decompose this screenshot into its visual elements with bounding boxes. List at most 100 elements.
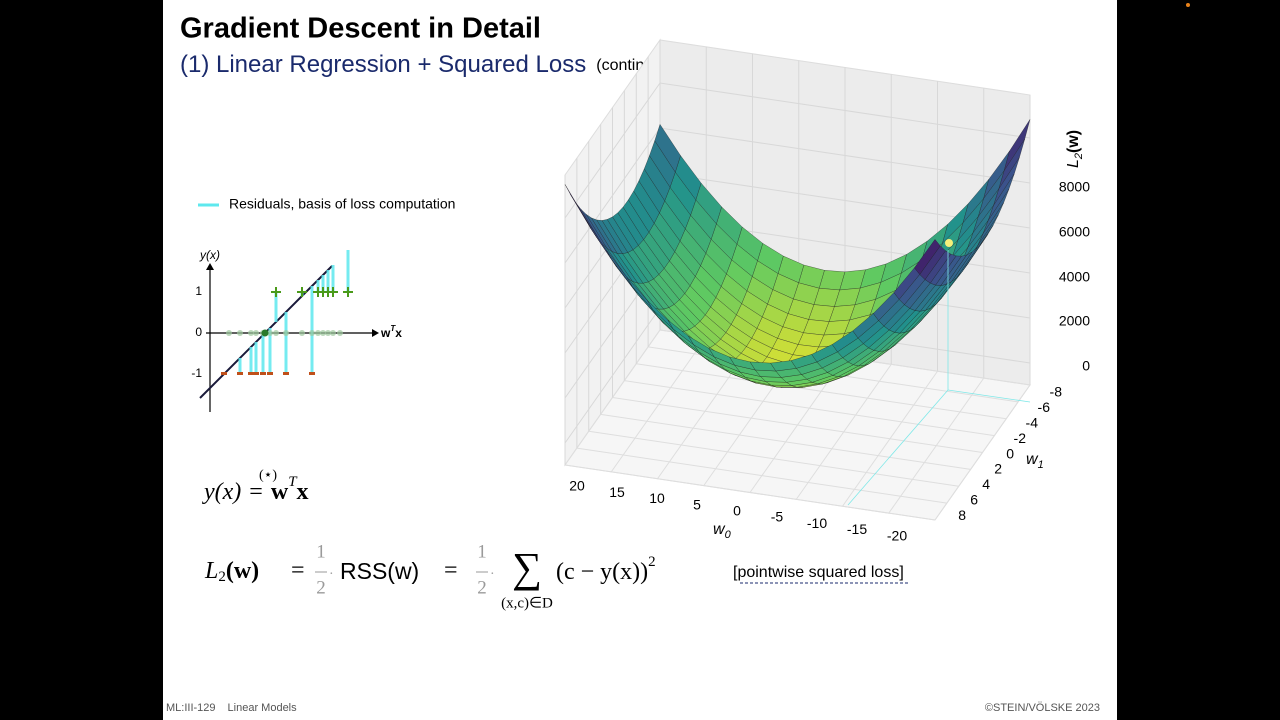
negative-point [267,372,273,375]
footer-section: Linear Models [228,702,298,714]
z-label-base: L [1065,159,1082,168]
frac-den: 2 [477,577,487,598]
w0-label: w0 [713,521,732,541]
w1-tick-label: 8 [958,507,966,523]
floor-grid [842,370,938,507]
projected-point [226,330,232,336]
x-label-base: w [380,326,391,340]
rss: RSS(w) [340,558,419,584]
z-tick-label: 4000 [1059,269,1090,285]
formula-eq: = [249,479,263,505]
projected-point [273,330,279,336]
w1-tick-label: 4 [982,476,990,492]
loss-sub: 2 [218,569,226,585]
z-label-sub: 2 [1073,153,1085,160]
projected-point [299,330,305,336]
projected-point [309,330,315,336]
subtitle: (1) Linear Regression + Squared Loss (con… [180,51,676,78]
sum-range: (x,c)∈D [501,595,553,611]
projected-point [337,330,343,336]
y-tick-label: 1 [195,284,202,298]
formula-marker: (⋆) [259,468,277,483]
loss-arg: (w) [226,558,259,584]
negative-point [253,372,259,375]
y-tick-label: -1 [191,366,202,380]
origin-point [261,329,269,337]
w0-tick-label: 5 [693,496,701,512]
y-label: y(x) [199,248,220,262]
projected-point [237,330,243,336]
surface-patch [564,184,592,229]
floor-grid [934,384,1031,521]
w0-tick-label: -15 [847,521,867,537]
projected-point [283,330,289,336]
wall-grid [564,82,1031,219]
frac-den: 2 [316,577,326,598]
remark: [pointwise squared loss] [733,564,904,581]
formula-lhs: y(x) [202,479,241,505]
negative-point [260,372,266,375]
sum-sign: ∑ [512,546,542,592]
title: Gradient Descent in Detail [180,13,541,45]
z-tick-label: 8000 [1059,179,1090,195]
eq: = [444,558,458,584]
projected-point [325,330,331,336]
frac-num: 1 [477,541,487,562]
subtitle-text: (1) Linear Regression + Squared Loss [180,51,586,78]
w1-label: w1 [1026,451,1044,471]
z-tick-label: 2000 [1059,313,1090,329]
formula-tail: x [297,479,309,505]
w1-tick-label: -6 [1038,399,1051,415]
formula-loss: L2(w) = 1 2 · RSS(w) = 1 2 · ∑ (x,c)∈D (… [204,541,656,611]
projected-point [330,330,336,336]
projected-point [253,330,259,336]
positive-point [297,287,307,297]
positive-point [328,287,338,297]
w1-tick-label: -2 [1014,430,1027,446]
w1-tick-label: 2 [994,461,1002,477]
term: (c − y(x)) [556,559,648,585]
eq: = [291,558,305,584]
residual-plot: Residuals, basis of loss computation y(x… [191,196,455,412]
z-label-tail: (w) [1065,130,1082,153]
x-arrow [372,329,379,337]
z-tick-label: 0 [1082,358,1090,374]
y-tick-label: 0 [195,325,202,339]
x-label-tail: x [395,326,402,340]
w0-tick-label: -5 [771,509,784,525]
x-label: wTx [380,324,402,340]
w0-tick-label: 15 [609,484,625,500]
projected-point [320,330,326,336]
w1-label-base: w [1026,451,1039,468]
w0-tick-label: -20 [887,527,907,543]
negative-point [283,372,289,375]
legend-text: Residuals, basis of loss computation [229,196,455,212]
projection [847,389,949,506]
current-point [945,239,953,247]
formula-model: y(x) = wTx [202,474,309,504]
w1-tick-label: -4 [1026,415,1039,431]
w0-label-sub: 0 [725,529,732,541]
w0-tick-label: 0 [733,503,741,519]
z-label: L2(w) [1065,130,1085,168]
floor-grid [636,363,1007,420]
dot: · [490,567,495,582]
floor-grid [795,364,892,500]
projected-point [248,330,254,336]
loss-l: L [204,558,218,584]
footer-left: ML:III-129 Linear Models [166,702,297,714]
w0-tick-label: -10 [807,515,827,531]
w1-tick-label: 6 [970,492,978,508]
projected-point [315,330,321,336]
power: 2 [648,554,656,570]
dot: · [329,567,334,582]
formula-sup: T [288,474,298,490]
floor-grid [612,397,983,453]
w0-tick-label: 10 [649,490,665,506]
w1-tick-label: -8 [1050,384,1063,400]
floor-grid [624,380,995,437]
w1-label-sub: 1 [1038,459,1044,471]
z-tick-label: 6000 [1059,224,1090,240]
formula-rhs: w [271,479,289,505]
